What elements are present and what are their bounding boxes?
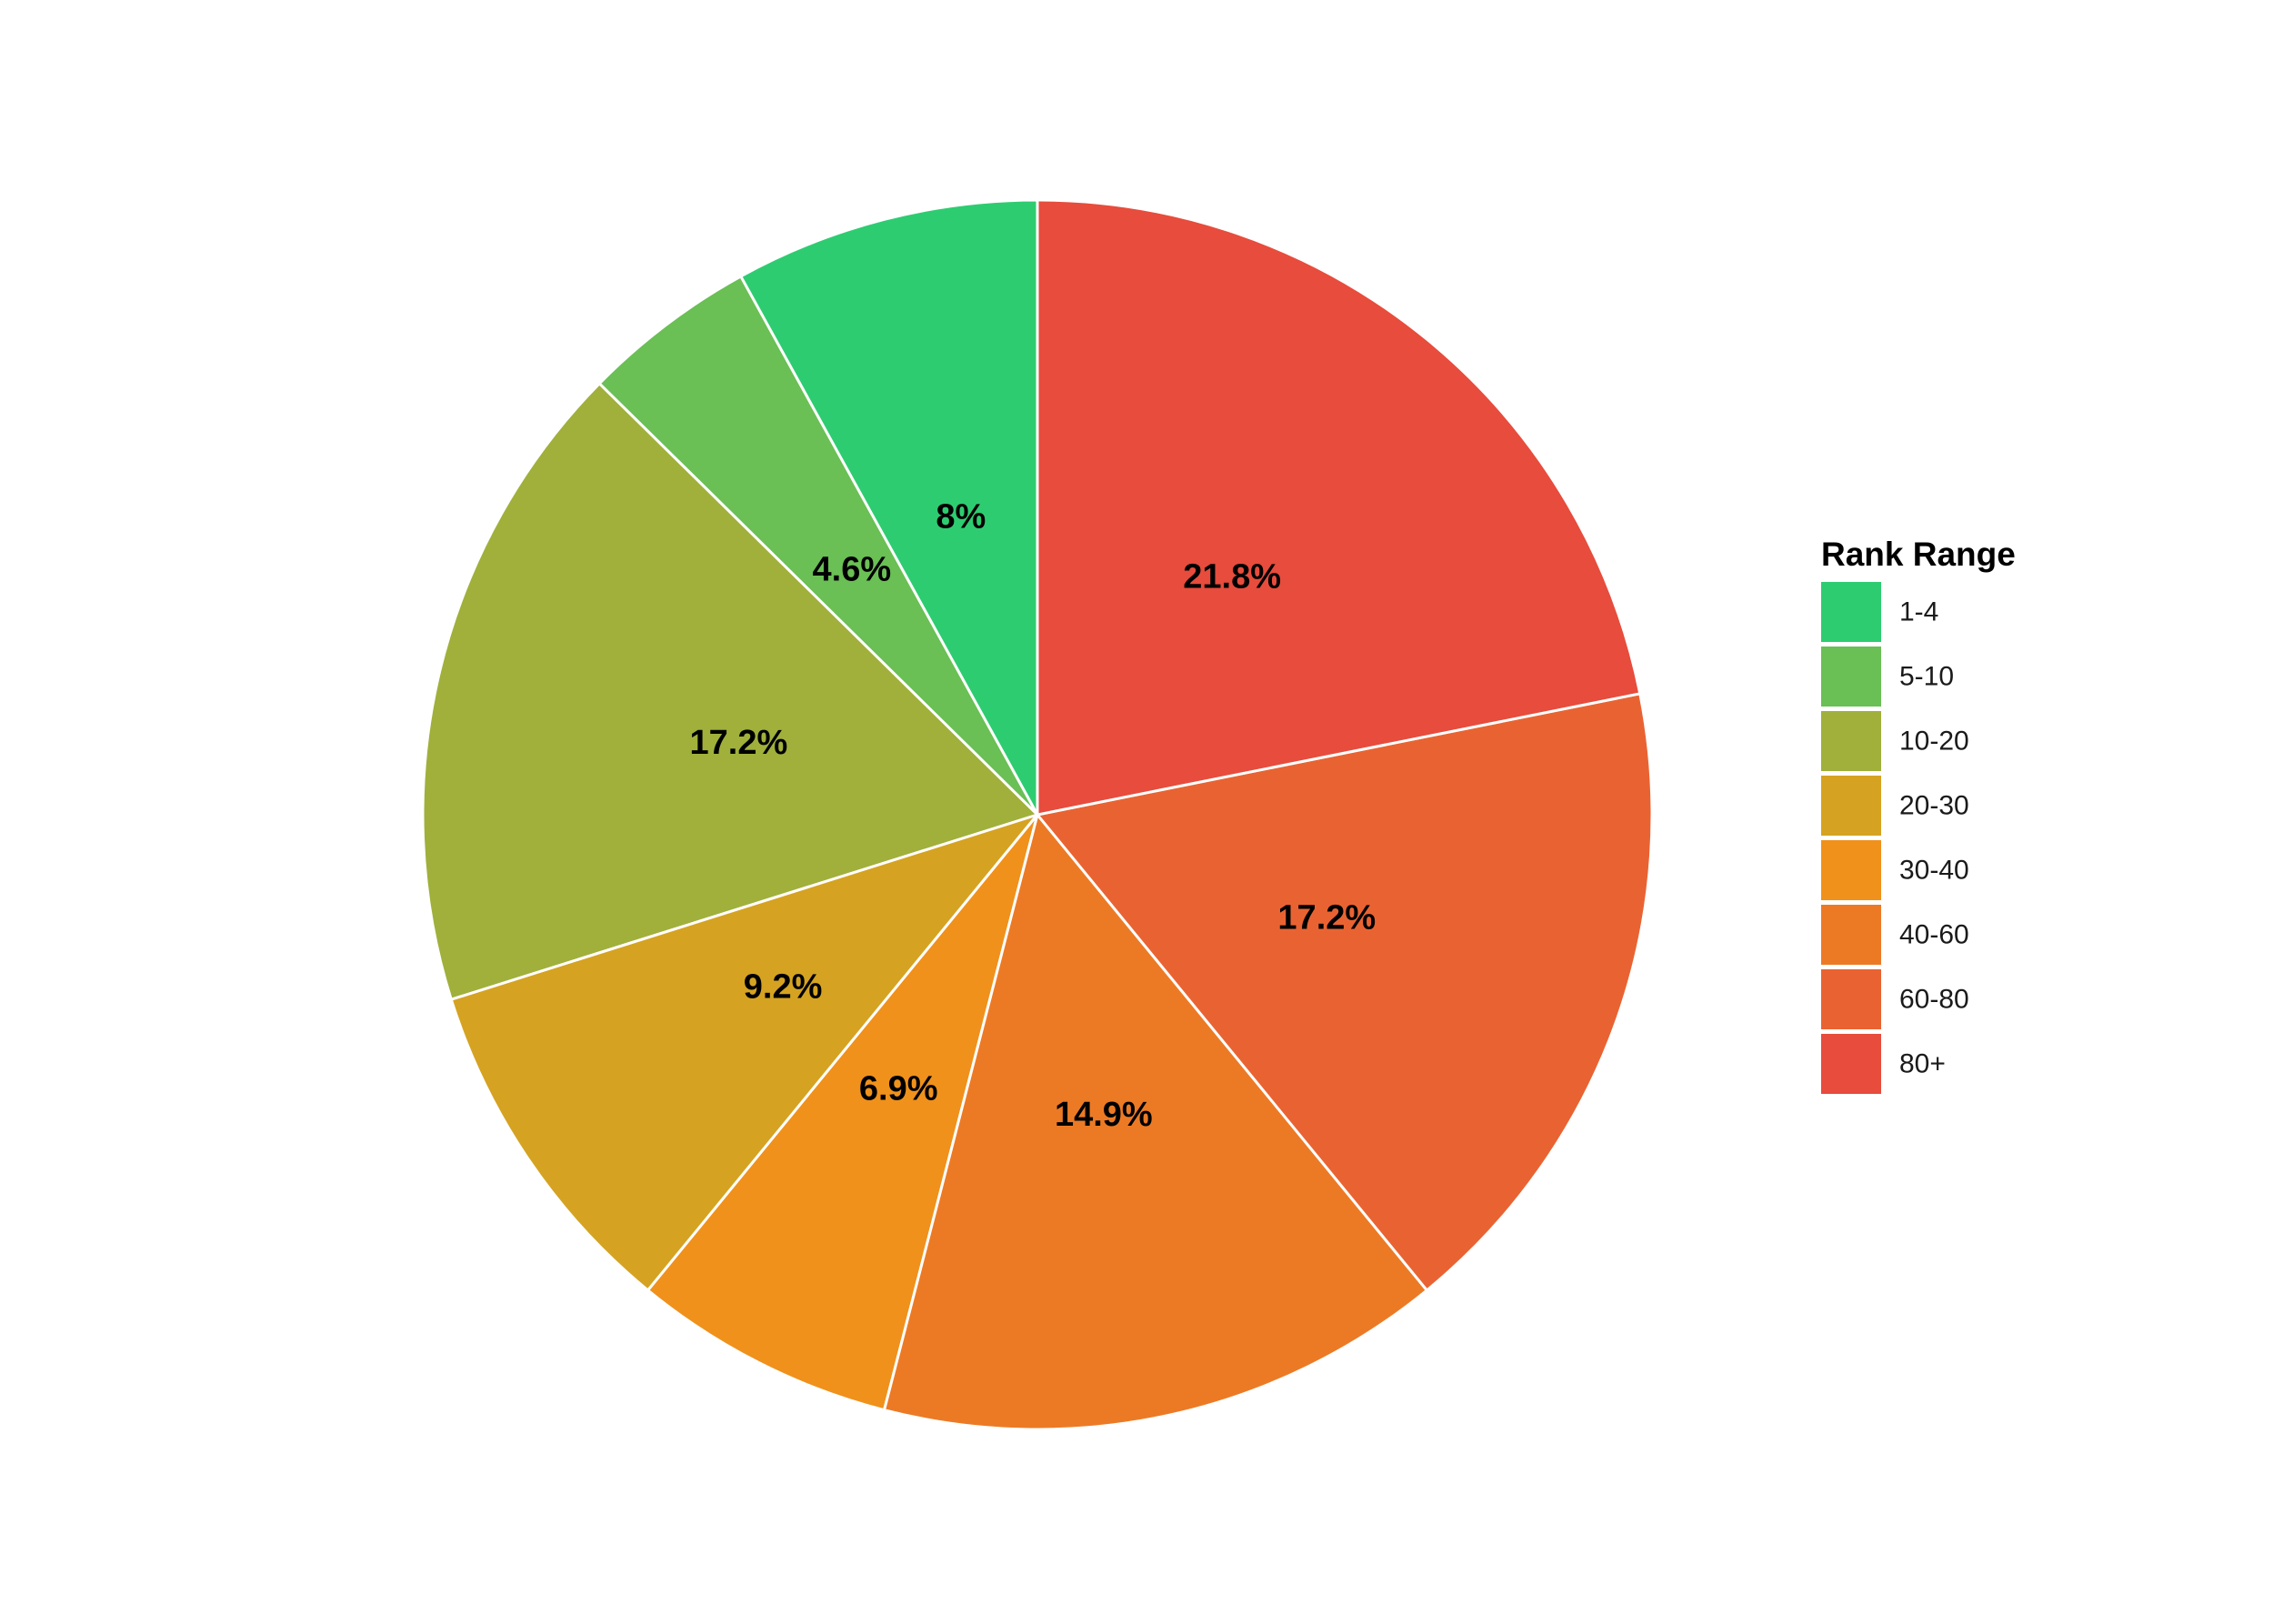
pie-slice-20-30: [449, 813, 1039, 1292]
pie-slice-label-1-4: 8%: [936, 498, 986, 536]
pie-slice-label-60-80: 17.2%: [1277, 899, 1376, 937]
legend-swatch-10-20: [1821, 711, 1881, 771]
legend-items: 1-4 5-10 10-20 20-30 30-40 40-60 60-80 80+: [1821, 582, 1969, 1094]
pie-slice-40-60: [883, 813, 1428, 1431]
pie-slice-label-80+: 21.8%: [1183, 558, 1281, 596]
legend-label-20-30: 20-30: [1899, 791, 1969, 821]
pie-slice-label-10-20: 17.2%: [690, 724, 788, 762]
pie-slice-30-40: [646, 813, 1039, 1412]
pie-slice-60-80: [1036, 692, 1654, 1292]
pie-slices: [421, 198, 1654, 1431]
legend-label-80+: 80+: [1899, 1049, 1946, 1079]
pie-slice-10-20: [421, 382, 1039, 1001]
pie-slice-label-20-30: 9.2%: [744, 967, 823, 1006]
legend-swatch-30-40: [1821, 840, 1881, 900]
legend-label-60-80: 60-80: [1899, 985, 1969, 1015]
legend-label-1-4: 1-4: [1899, 597, 1938, 627]
legend: Rank Range 1-4 5-10 10-20 20-30 30-40 40-60 60…: [1821, 536, 2016, 1094]
pie-slice-labels: 8% 4.6% 17.2% 9.2% 6.9% 14.9% 17.2% 21.8%: [690, 498, 1377, 1134]
pie-slice-80+: [1036, 198, 1642, 817]
legend-label-5-10: 5-10: [1899, 662, 1954, 692]
pie-slice-label-40-60: 14.9%: [1055, 1096, 1153, 1134]
pie-slice-1-4: [739, 198, 1039, 817]
legend-swatch-1-4: [1821, 582, 1881, 642]
legend-swatch-60-80: [1821, 969, 1881, 1029]
pie-slice-label-5-10: 4.6%: [813, 551, 892, 589]
legend-title: Rank Range: [1821, 536, 2016, 573]
pie-slice-5-10: [597, 275, 1039, 817]
legend-label-10-20: 10-20: [1899, 727, 1969, 757]
legend-swatch-5-10: [1821, 647, 1881, 707]
pie-slice-label-30-40: 6.9%: [859, 1070, 938, 1108]
legend-swatch-40-60: [1821, 905, 1881, 965]
legend-label-30-40: 30-40: [1899, 856, 1969, 886]
legend-label-40-60: 40-60: [1899, 920, 1969, 950]
legend-swatch-80+: [1821, 1034, 1881, 1094]
legend-swatch-20-30: [1821, 776, 1881, 836]
